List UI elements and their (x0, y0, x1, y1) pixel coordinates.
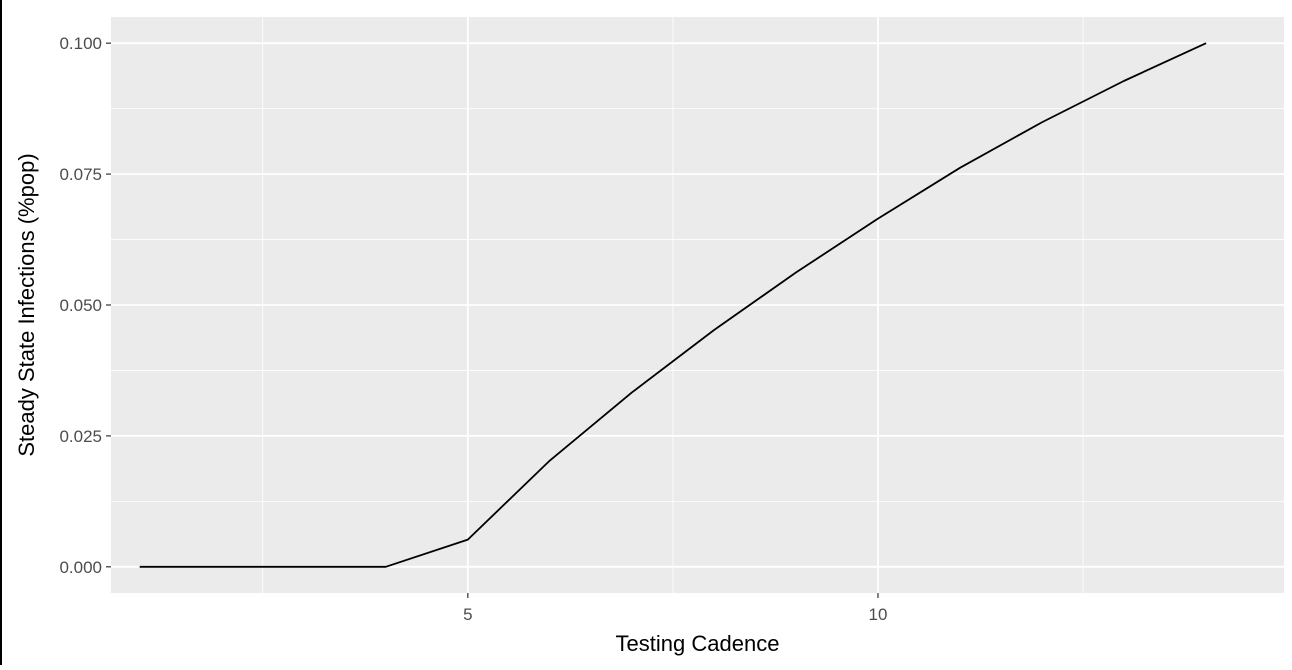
tick-labels: 0.000 0.025 0.050 0.075 0.100 5 10 (59, 34, 887, 624)
y-tick-label: 0.075 (59, 165, 102, 184)
x-tick-label: 10 (869, 605, 888, 624)
y-tick-label: 0.050 (59, 296, 102, 315)
left-border (0, 0, 2, 665)
y-tick-label: 0.025 (59, 427, 102, 446)
major-gridlines (111, 17, 1284, 593)
x-axis-title: Testing Cadence (616, 631, 780, 656)
axis-ticks (106, 42, 879, 598)
x-tick-label: 5 (463, 605, 472, 624)
series-line (139, 42, 1207, 568)
series-layer (139, 42, 1207, 568)
y-tick-label: 0.000 (59, 558, 102, 577)
y-tick-label: 0.100 (59, 34, 102, 53)
y-axis-title: Steady State Infections (%pop) (14, 153, 39, 456)
